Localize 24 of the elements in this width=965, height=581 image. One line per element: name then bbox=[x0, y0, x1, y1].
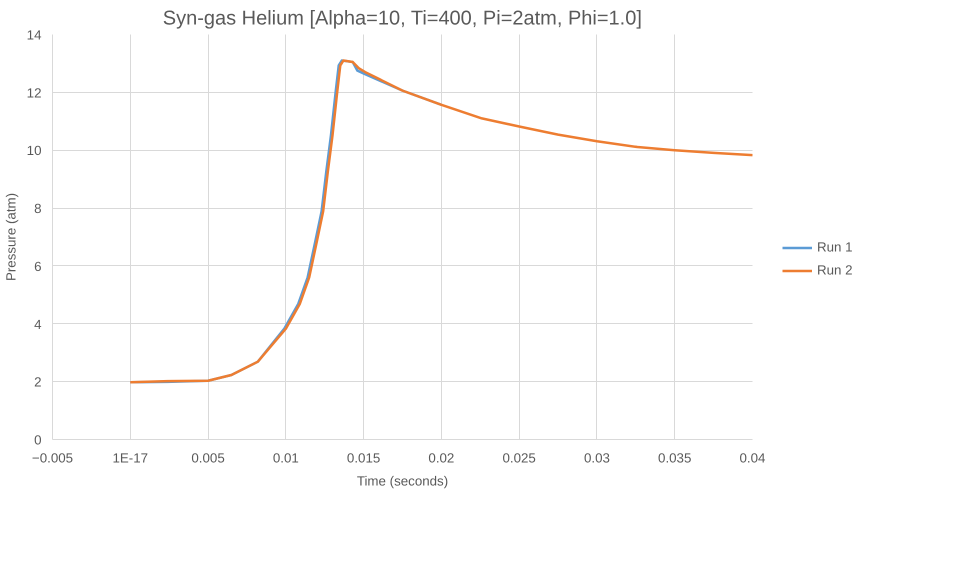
x-tick-label: 0.02 bbox=[428, 450, 454, 466]
line-series bbox=[129, 59, 752, 384]
y-tick-label: 14 bbox=[26, 28, 42, 42]
y-tick-label: 2 bbox=[34, 374, 42, 390]
chart-title: Syn-gas Helium [Alpha=10, Ti=400, Pi=2atm, Phi=1.0] bbox=[162, 8, 642, 30]
y-tick-label: 0 bbox=[34, 432, 42, 448]
y-tick-label: 10 bbox=[26, 143, 42, 158]
y-tick-label: 8 bbox=[34, 201, 42, 216]
x-tick-label: 0.04 bbox=[740, 450, 766, 466]
legend-label: Run 2 bbox=[817, 262, 854, 278]
y-tick-label: 4 bbox=[34, 316, 42, 332]
x-tick-label: 0.005 bbox=[191, 450, 225, 466]
x-tick-label: 1E-17 bbox=[112, 450, 148, 466]
x-tick-label: 0.03 bbox=[584, 450, 610, 466]
y-axis-title: Pressure (atm) bbox=[4, 192, 19, 282]
legend-label: Run 1 bbox=[817, 240, 854, 254]
x-tick-label: 0.035 bbox=[658, 450, 692, 466]
x-tick-label: 0.01 bbox=[272, 450, 299, 466]
y-tick-label: 6 bbox=[34, 258, 42, 274]
x-tick-label: 0.025 bbox=[502, 450, 536, 466]
x-tick-label: 0.015 bbox=[346, 450, 380, 466]
y-tick-label: 12 bbox=[26, 85, 42, 100]
x-tick-label: −0.005 bbox=[32, 450, 74, 466]
x-axis-title: Time (seconds) bbox=[356, 474, 448, 488]
